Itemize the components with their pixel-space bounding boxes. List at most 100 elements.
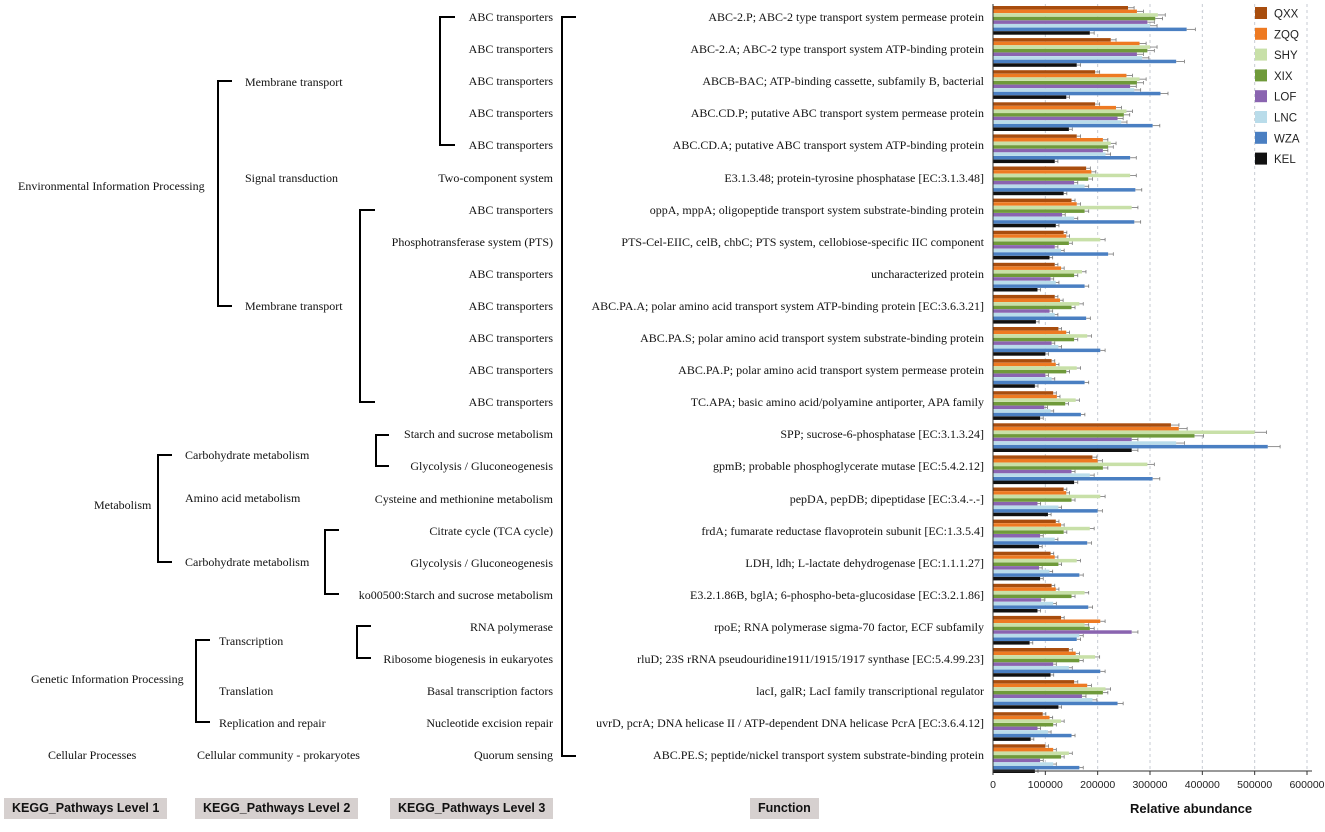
bar-qxx-15 [993, 487, 1064, 491]
bar-zqq-19 [993, 619, 1101, 623]
bar-qxx-17 [993, 551, 1051, 556]
function-label: ABC.PA.A; polar amino acid transport sys… [591, 298, 984, 313]
bar-qxx-6 [993, 198, 1072, 203]
bar-lof-3 [993, 116, 1118, 121]
legend-label-shy: SHY [1274, 50, 1298, 62]
level3-label: Basal transcription factors [427, 684, 553, 699]
bar-wza-6 [993, 220, 1135, 224]
bar-xix-14 [993, 466, 1103, 470]
bar-kel-7 [993, 255, 1050, 260]
function-label: ABC-2.P; ABC-2 type transport system per… [708, 10, 984, 24]
bar-lof-20 [993, 662, 1054, 666]
bar-wza-14 [993, 477, 1153, 481]
bar-zqq-23 [993, 747, 1054, 752]
function-label: ABC.PA.S; polar amino acid transport sys… [640, 331, 984, 345]
legend-label-qxx: QXX [1274, 9, 1299, 21]
bar-zqq-7 [993, 234, 1067, 238]
bar-zqq-3 [993, 105, 1116, 110]
bar-kel-0 [993, 31, 1090, 35]
bar-zqq-12 [993, 394, 1057, 399]
level3-label: Quorum sensing [474, 748, 553, 763]
bar-qxx-11 [993, 359, 1052, 363]
bar-lnc-23 [993, 762, 1054, 766]
legend-swatch-lnc [1255, 111, 1267, 123]
bar-kel-15 [993, 512, 1048, 517]
bar-kel-5 [993, 191, 1064, 196]
level3-label: RNA polymerase [470, 619, 553, 634]
bar-qxx-23 [993, 744, 1046, 748]
bar-wza-9 [993, 316, 1087, 320]
bar-shy-5 [993, 173, 1131, 178]
bar-qxx-19 [993, 615, 1062, 620]
bar-shy-11 [993, 366, 1077, 370]
level2-label-membrane-transport-2: Membrane transport [245, 299, 343, 313]
bar-lof-0 [993, 20, 1148, 24]
bar-wza-7 [993, 252, 1109, 256]
bar-qxx-5 [993, 166, 1087, 170]
level3-label: Cysteine and methionine metabolism [374, 491, 553, 506]
level1-label-metabolism: Metabolism [94, 498, 152, 512]
bar-shy-9 [993, 302, 1080, 306]
bar-lof-19 [993, 630, 1132, 634]
bar-shy-4 [993, 141, 1111, 146]
bar-zqq-9 [993, 298, 1060, 302]
bar-xix-6 [993, 209, 1085, 213]
x-tick-label: 400000 [1185, 779, 1220, 791]
bar-zqq-11 [993, 362, 1056, 367]
bar-lof-16 [993, 534, 1041, 538]
level2-label-cellular-community: Cellular community - prokaryotes [197, 748, 360, 762]
x-tick-label: 300000 [1132, 779, 1167, 791]
bar-wza-22 [993, 733, 1072, 738]
bar-wza-5 [993, 188, 1136, 192]
legend-label-wza: WZA [1274, 133, 1300, 145]
bar-lnc-12 [993, 409, 1051, 413]
level3-label: ko00500:Starch and sucrose metabolism [358, 587, 553, 602]
bar-xix-3 [993, 113, 1124, 117]
bar-kel-9 [993, 320, 1036, 324]
bar-shy-15 [993, 494, 1101, 499]
bar-lnc-15 [993, 505, 1059, 509]
legend-swatch-lof [1255, 90, 1267, 103]
bar-lof-12 [993, 405, 1045, 410]
bar-lnc-4 [993, 152, 1106, 156]
bar-lnc-3 [993, 120, 1122, 124]
bar-shy-21 [993, 687, 1106, 691]
bar-kel-2 [993, 95, 1067, 99]
bar-lof-6 [993, 213, 1063, 217]
bar-xix-9 [993, 305, 1072, 310]
bar-xix-12 [993, 402, 1066, 406]
bar-xix-1 [993, 48, 1148, 53]
bar-kel-16 [993, 544, 1040, 549]
level3-label: ABC transporters [468, 395, 553, 410]
bar-qxx-13 [993, 423, 1171, 427]
bar-qxx-22 [993, 712, 1043, 716]
level3-label: ABC transporters [468, 298, 553, 313]
level2-label-signal-transduction: Signal transduction [245, 171, 338, 185]
bar-shy-12 [993, 398, 1076, 402]
bar-wza-18 [993, 605, 1089, 609]
legend-label-lof: LOF [1274, 92, 1296, 104]
level3-label: ABC transporters [468, 74, 553, 89]
bar-lnc-8 [993, 280, 1056, 285]
bar-wza-11 [993, 380, 1085, 385]
bar-lnc-17 [993, 569, 1050, 574]
function-label: ABC.CD.A; putative ABC transport system … [672, 138, 984, 153]
legend-swatch-xix [1255, 69, 1267, 82]
bar-wza-4 [993, 156, 1131, 160]
level2-label-carbohydrate-1: Carbohydrate metabolism [185, 448, 310, 462]
bar-lnc-7 [993, 248, 1062, 253]
bar-shy-17 [993, 558, 1077, 563]
bar-qxx-4 [993, 134, 1077, 138]
legend-swatch-kel [1255, 152, 1267, 165]
bar-zqq-21 [993, 683, 1088, 688]
bar-kel-17 [993, 576, 1041, 581]
bar-wza-13 [993, 444, 1268, 449]
bar-lof-8 [993, 277, 1051, 281]
function-label: TC.APA; basic amino acid/polyamine antip… [690, 395, 984, 410]
function-label: rluD; 23S rRNA pseudouridine1911/1915/19… [637, 652, 984, 666]
bar-lnc-20 [993, 666, 1069, 670]
bar-shy-20 [993, 655, 1096, 659]
level3-label: ABC transporters [468, 138, 553, 153]
bar-lnc-16 [993, 537, 1055, 542]
header-level2: KEGG_Pathways Level 2 [195, 798, 359, 819]
